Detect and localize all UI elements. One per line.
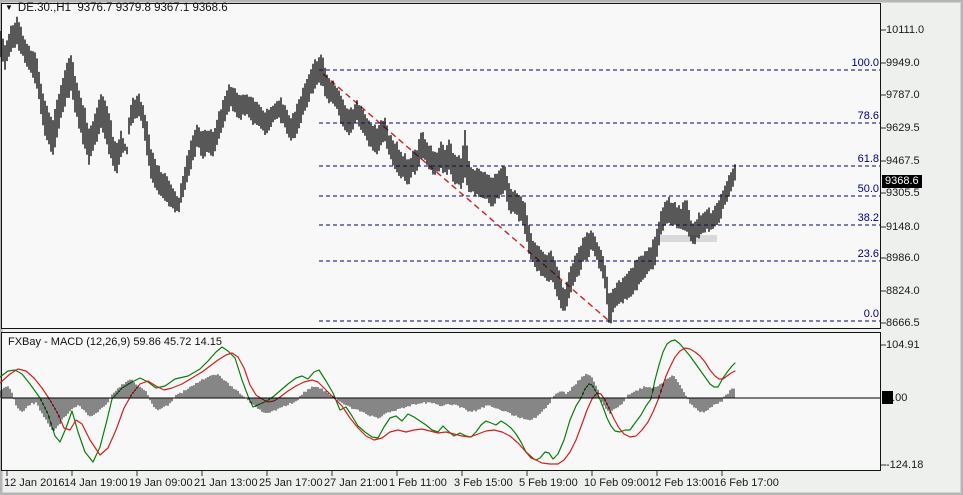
price-axis-label: 9467.5 — [886, 155, 920, 167]
price-axis-label: 9148.0 — [886, 221, 920, 233]
macd-axis-label: 104.91 — [886, 339, 920, 351]
fib-level-label: 23.6 — [857, 248, 879, 260]
time-axis-label: 21 Jan 13:00 — [194, 477, 258, 489]
current-price-tag: 9368.6 — [882, 175, 922, 188]
symbol-dropdown-icon[interactable]: ▼ — [5, 3, 13, 12]
fib-level-label: 38.2 — [857, 212, 879, 224]
fib-level-label: 0.0 — [863, 308, 879, 320]
symbol-label: DE.30.,H1 — [17, 2, 71, 14]
price-axis-label: 8986.0 — [886, 252, 920, 264]
price-axis-label: 9949.0 — [886, 57, 920, 69]
time-axis-label: 16 Feb 17:00 — [714, 477, 779, 489]
macd-histogram — [0, 373, 735, 431]
time-axis-label: 1 Feb 11:00 — [389, 477, 447, 489]
macd-indicator-panel[interactable] — [1, 332, 881, 471]
fib-level-label: 61.8 — [857, 153, 879, 165]
macd-current-value-marker — [882, 391, 893, 404]
signal-line — [0, 347, 736, 465]
time-axis-label: 14 Jan 19:00 — [64, 477, 128, 489]
trendline — [322, 73, 609, 321]
time-axis-label: 5 Feb 19:00 — [519, 477, 578, 489]
price-axis-label: 8824.0 — [886, 285, 920, 297]
price-axis-label: 9629.5 — [886, 122, 920, 134]
ohlc-values: 9376.7 9379.8 9367.1 9368.6 — [77, 2, 228, 14]
fib-level-label: 78.6 — [857, 110, 879, 122]
time-axis-label: 3 Feb 15:00 — [454, 477, 513, 489]
time-axis-label: 27 Jan 21:00 — [324, 477, 388, 489]
price-axis-label: 8666.5 — [886, 317, 920, 329]
price-axis-label: 10111.0 — [886, 24, 925, 36]
time-axis-label: 12 Feb 13:00 — [649, 477, 714, 489]
chart-title: ▼ DE.30.,H1 9376.7 9379.8 9367.1 9368.6 — [5, 2, 228, 16]
time-axis-label: 12 Jan 2016 — [4, 477, 65, 489]
fib-level-label: 50.0 — [857, 183, 879, 195]
fib-level-label: 100.0 — [851, 57, 879, 69]
macd-indicator-label: FXBay - MACD (12,26,9) 59.86 45.72 14.15 — [8, 336, 223, 348]
time-axis-label: 19 Jan 09:00 — [129, 477, 193, 489]
time-axis-label: 25 Jan 17:00 — [259, 477, 323, 489]
macd-axis-label: -124.18 — [886, 459, 924, 471]
price-axis-label: 9305.5 — [886, 187, 920, 199]
time-axis-label: 10 Feb 09:00 — [584, 477, 649, 489]
price-bars — [0, 16, 736, 324]
price-axis-label: 9787.0 — [886, 89, 920, 101]
support-zone-rectangle — [659, 235, 717, 242]
macd-line — [0, 339, 736, 463]
